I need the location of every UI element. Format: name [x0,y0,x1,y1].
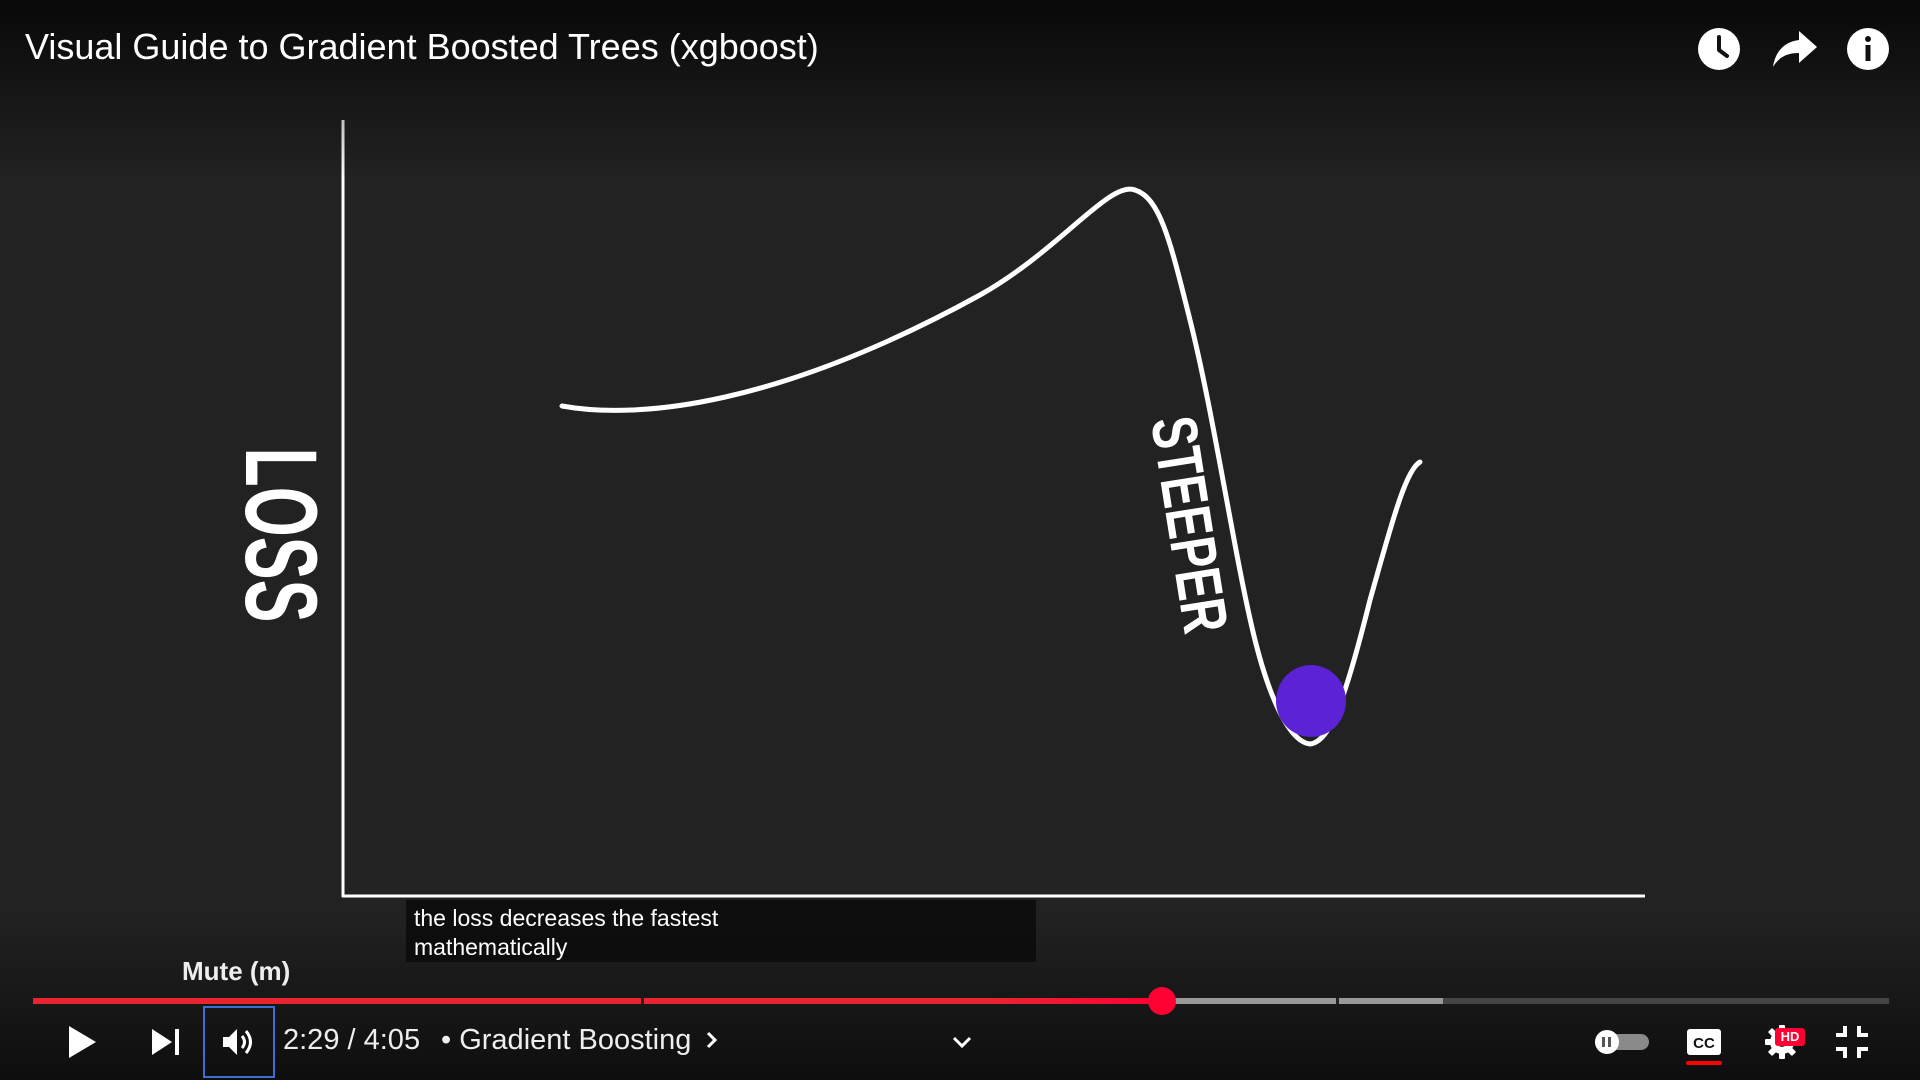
svg-text:CC: CC [1693,1035,1715,1052]
caption-box: the loss decreases the fastest mathemati… [406,900,1036,962]
info-button[interactable] [1843,24,1893,74]
video-title[interactable]: Visual Guide to Gradient Boosted Trees (… [25,26,819,67]
exit-fullscreen-icon [1836,1026,1868,1058]
autoplay-toggle-icon [1595,1030,1649,1054]
duration: 4:05 [363,1024,421,1056]
chevron-down-icon [952,1036,972,1049]
chapter-gap [1336,998,1339,1004]
chapter-button[interactable]: • Gradient Boosting [441,1024,719,1057]
steeper-label: STEEPER [1137,411,1242,638]
hd-badge: HD [1775,1028,1805,1046]
play-button[interactable] [56,1016,108,1068]
caption-line-1: the loss decreases the fastest [414,905,719,931]
time-display: 2:29 / 4:05 [283,1024,420,1057]
share-button[interactable] [1770,24,1820,74]
chapter-bullet: • [441,1024,452,1056]
share-arrow-icon [1773,31,1817,67]
watch-later-button[interactable] [1694,24,1744,74]
captions-button[interactable]: CC [1680,1016,1728,1068]
loss-curve [559,186,1423,747]
chapter-title: Gradient Boosting [459,1024,692,1056]
clock-icon [1698,28,1740,70]
captions-active-indicator [1686,1061,1722,1065]
exit-fullscreen-button[interactable] [1828,1016,1876,1068]
autoplay-toggle[interactable] [1592,1016,1652,1068]
next-button[interactable] [140,1016,192,1068]
played-segment [33,998,1163,1004]
volume-button[interactable] [203,1006,275,1078]
caption-line-2: mathematically [414,934,568,960]
info-icon [1847,28,1889,70]
play-icon [69,1026,96,1058]
current-time: 2:29 [283,1024,340,1056]
progress-bar[interactable] [33,987,1889,1015]
purple-ball [1276,665,1346,737]
mute-tooltip: Mute (m) [182,956,291,986]
expand-chapters-button[interactable] [940,1024,984,1060]
chevron-right-icon [707,1031,718,1049]
volume-icon [223,1029,252,1055]
cc-icon: CC [1687,1029,1721,1055]
scrubber-handle[interactable] [1148,987,1177,1015]
next-icon [152,1029,179,1055]
loss-label: LOSS [224,448,338,623]
time-separator: / [339,1024,364,1056]
chapter-gap [641,998,644,1004]
